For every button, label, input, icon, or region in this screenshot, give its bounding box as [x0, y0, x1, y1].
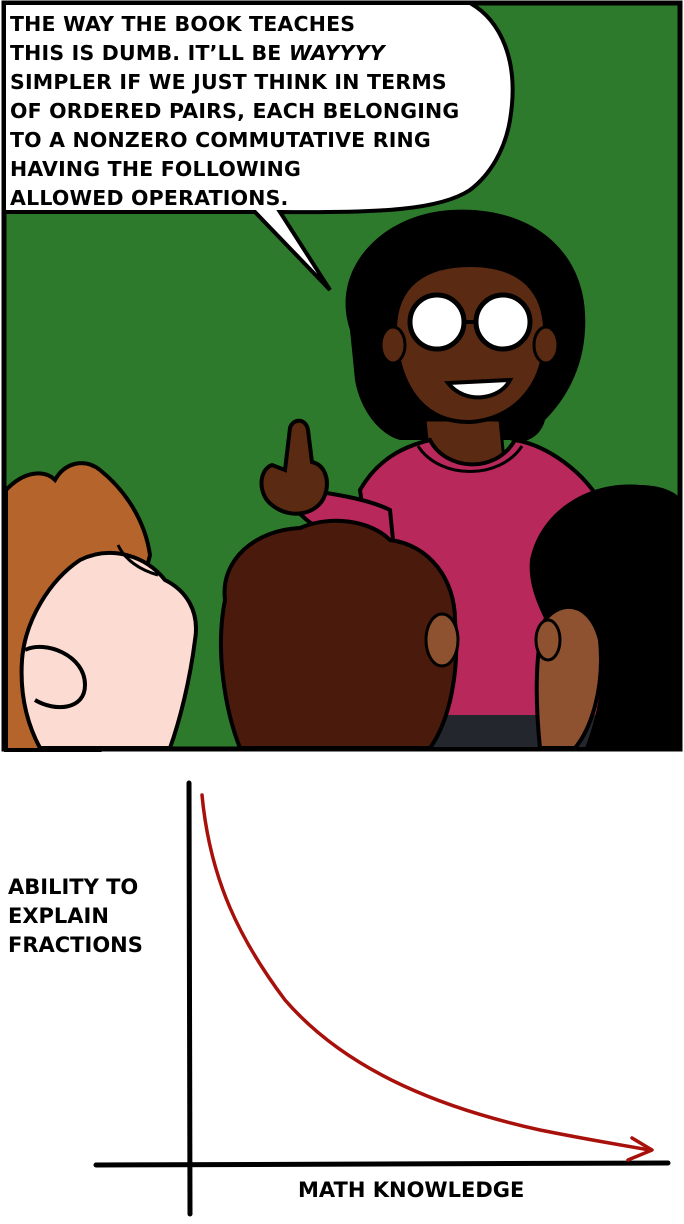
speech-text: THE WAY THE BOOK TEACHES THIS IS DUMB. I…: [10, 10, 510, 213]
speech-line-2-text: THIS IS DUMB. IT’LL BE: [10, 41, 289, 65]
y-axis-label-line-2: EXPLAIN: [8, 904, 109, 928]
student-middle: [219, 518, 460, 750]
student-left: [3, 461, 198, 752]
y-axis-label-line-3: FRACTIONS: [8, 933, 143, 957]
speech-line-6: HAVING THE FOLLOWING: [10, 157, 301, 181]
graph-axes: [93, 780, 671, 1217]
speech-line-7: ALLOWED OPERATIONS.: [10, 186, 289, 210]
speech-line-2: THIS IS DUMB. IT’LL BE WAYYYY: [10, 39, 510, 68]
student-right: [529, 484, 680, 750]
y-axis: [186, 780, 193, 1217]
glasses-left-lens: [407, 292, 467, 352]
y-axis-label-line-1: ABILITY TO: [8, 875, 139, 899]
y-axis-label: ABILITY TO EXPLAIN FRACTIONS: [8, 873, 178, 960]
series-arrowhead: [626, 1136, 654, 1162]
glasses-right-lens: [473, 292, 533, 352]
student-middle-hair: [219, 518, 459, 750]
student-left-ear: [24, 644, 88, 709]
series-line: [200, 793, 652, 1152]
x-axis-label: MATH KNOWLEDGE: [298, 1178, 525, 1202]
speech-emphasis: WAYYYY: [288, 41, 385, 65]
speech-line-1: THE WAY THE BOOK TEACHES: [10, 12, 356, 36]
series-layer: [200, 793, 654, 1162]
speech-line-5: TO A NONZERO COMMUTATIVE RING: [10, 128, 431, 152]
speech-bubble: [2, 1, 515, 292]
teacher-hand: [259, 418, 329, 516]
x-axis: [93, 1160, 671, 1168]
student-right-hair: [529, 484, 680, 748]
speech-line-3: SIMPLER IF WE JUST THINK IN TERMS: [10, 70, 447, 94]
speech-line-4: OF ORDERED PAIRS, EACH BELONGING: [10, 99, 460, 123]
teacher-mouth: [444, 377, 514, 400]
